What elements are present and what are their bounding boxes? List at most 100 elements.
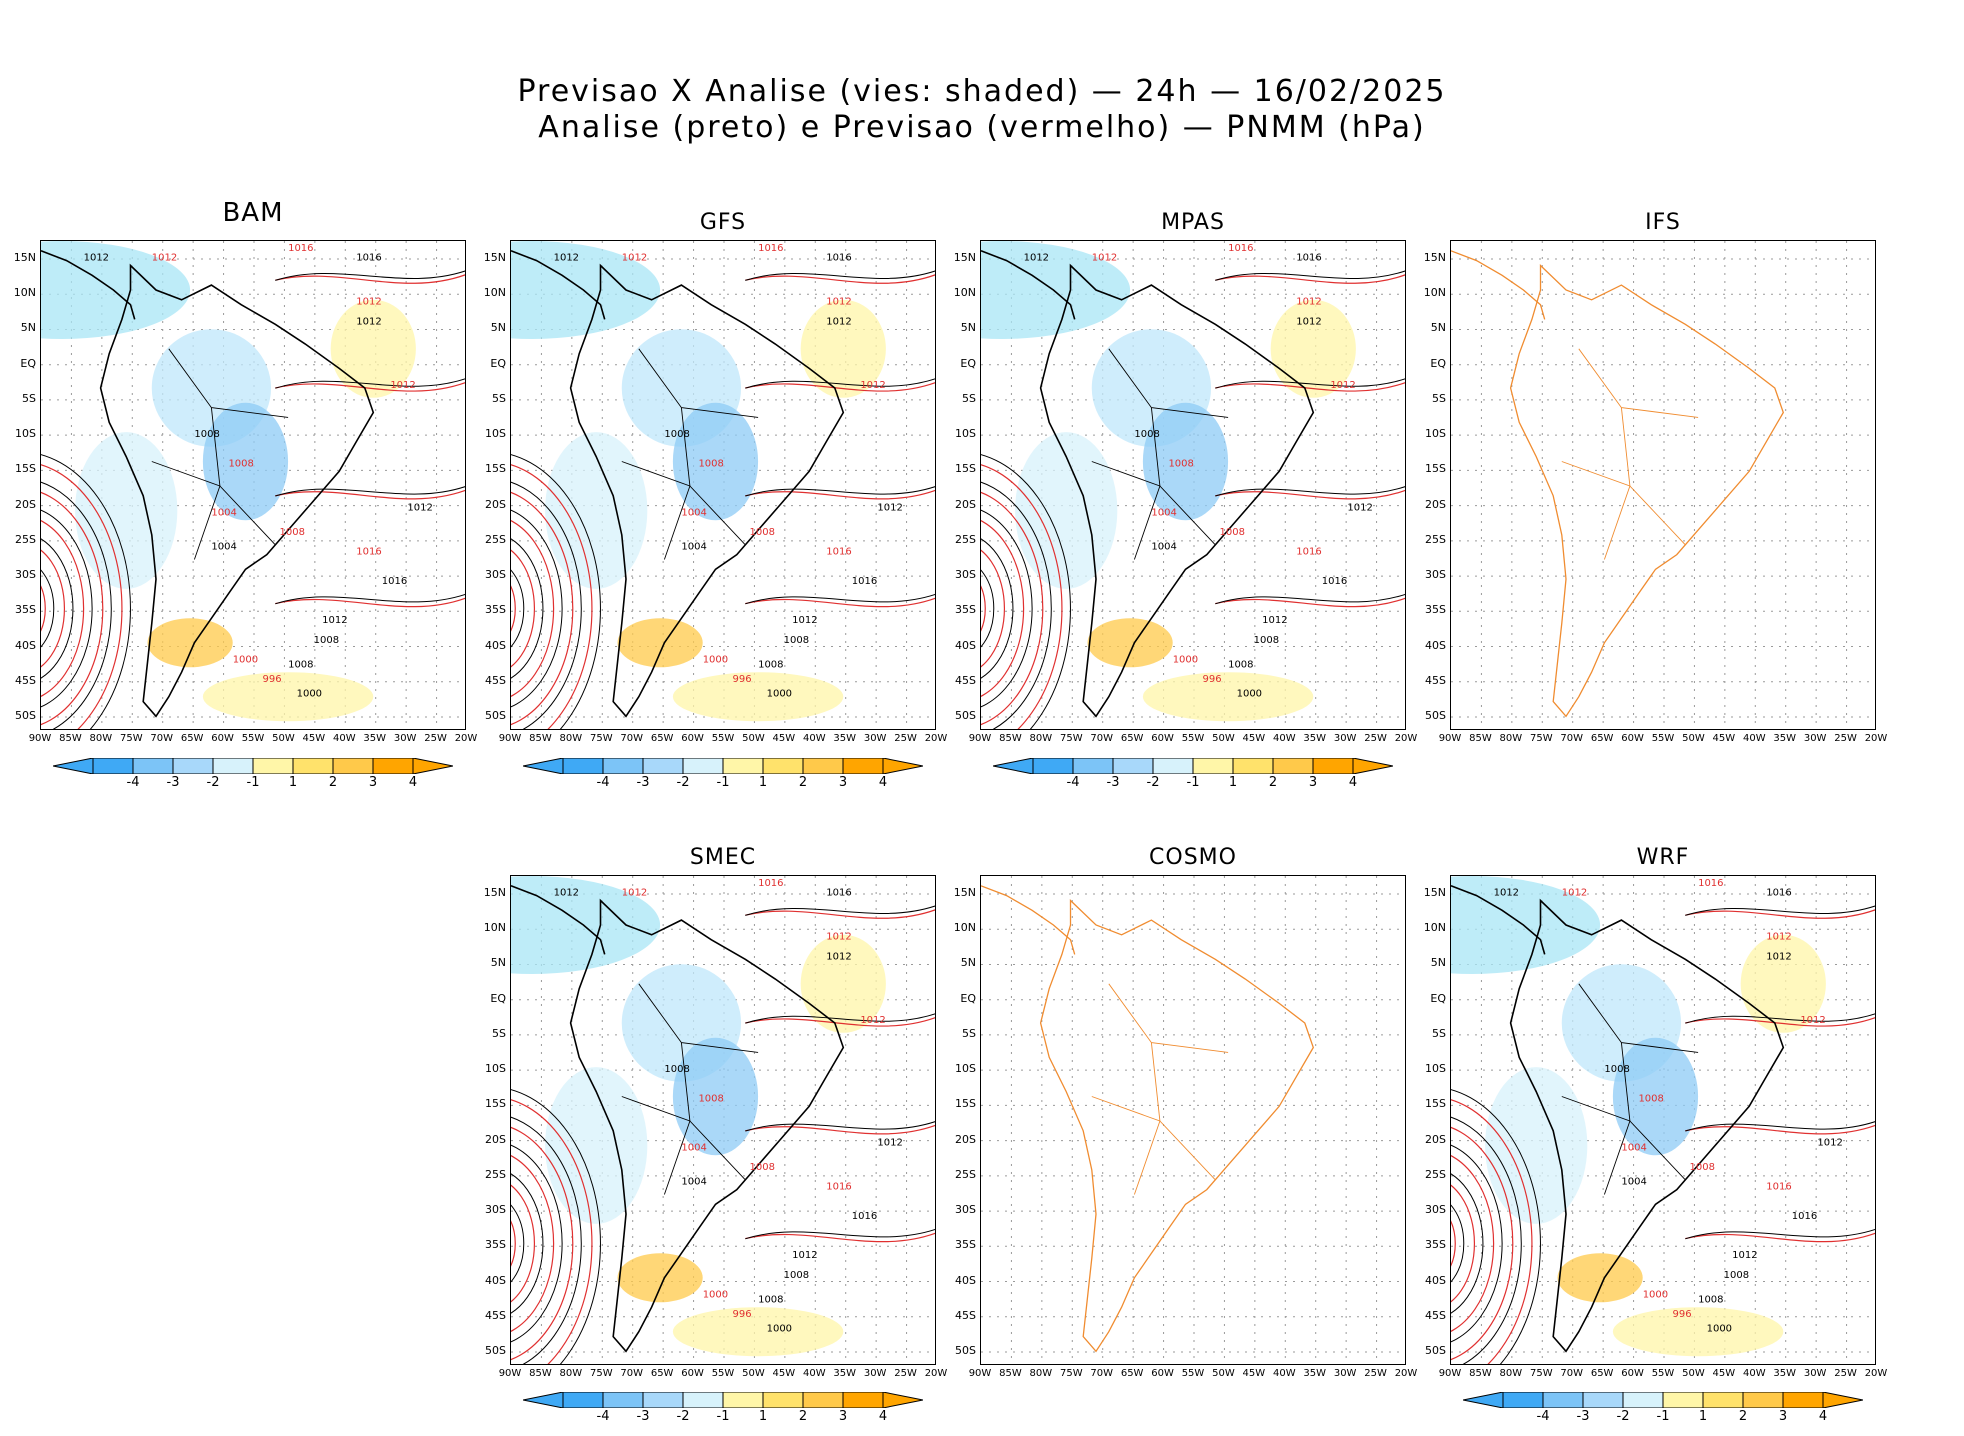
bias-shading-area: [41, 241, 191, 339]
lat-tick-label: 15S: [1425, 1097, 1446, 1111]
lon-tick-label: 50W: [1682, 1368, 1705, 1379]
forecast-contour-label: 1016: [356, 547, 381, 558]
lat-tick-label: 10S: [1425, 427, 1446, 441]
analysis-contour-label: 1004: [1621, 1177, 1646, 1188]
colorbar-segment: [1622, 1391, 1664, 1409]
lat-tick-label: 10S: [15, 427, 36, 441]
lat-tick-label: 45S: [485, 673, 506, 687]
forecast-isobar: [41, 585, 46, 632]
lon-tick-label: 25W: [1364, 733, 1387, 744]
country-border: [1603, 407, 1631, 560]
lon-tick-label: 80W: [1029, 1368, 1053, 1379]
lat-tick-label: 20S: [1425, 1132, 1446, 1146]
lat-tick-label: 30S: [1425, 568, 1446, 582]
analysis-contour-label: 1008: [1254, 635, 1279, 646]
analysis-contour-label: 1012: [1262, 615, 1287, 626]
colorbar-segment: [722, 1391, 764, 1409]
colorbar-segment: [1072, 757, 1114, 775]
map-wrf: 1012 1016 1012 1008 1012 1008 1004 1012 1016 1000…: [1450, 875, 1876, 1365]
map-gfs: 1012 1016 1012 1008 1012 1008 1004 1012 1016 1000…: [510, 240, 936, 730]
analysis-isobar: [745, 378, 935, 389]
lat-tick-label: 40S: [485, 1273, 506, 1287]
bias-shading-area: [617, 1253, 703, 1303]
bias-shading-area: [1015, 432, 1118, 589]
lon-tick-label: 65W: [650, 733, 674, 744]
lat-tick-label: 5N: [490, 321, 506, 335]
lon-tick-label: 70W: [150, 733, 174, 744]
analysis-contour-label: 1012: [826, 951, 851, 962]
lon-tick-label: 60W: [1621, 1368, 1644, 1379]
lat-tick-label: 50S: [1425, 1344, 1446, 1357]
forecast-contour-label: 1008: [1168, 458, 1193, 469]
forecast-isobar: [1685, 1124, 1875, 1135]
forecast-isobar: [745, 1232, 935, 1243]
analysis-isobar: [1451, 1204, 1465, 1283]
panel-title-cosmo: COSMO: [1149, 845, 1237, 870]
analysis-contour-label: 1004: [1151, 542, 1176, 553]
forecast-contour-label: 1000: [233, 654, 258, 665]
analysis-contour-label: 1000: [767, 689, 792, 700]
analysis-isobar: [1451, 1089, 1541, 1364]
analysis-isobar: [745, 905, 935, 916]
bias-shading-area: [545, 1067, 648, 1224]
forecast-contour-label: 1016: [288, 243, 313, 254]
lon-tick-label: 25W: [894, 1368, 917, 1379]
central-america-coastline: [511, 250, 606, 320]
analysis-isobar: [1451, 1144, 1503, 1343]
lon-tick-label: 40W: [1272, 733, 1296, 744]
forecast-isobar: [981, 549, 1006, 668]
colorbar-segment: [1232, 757, 1274, 775]
lat-tick-label: 10S: [955, 427, 976, 441]
forecast-contour-label: 996: [1203, 674, 1222, 685]
analysis-contour-label: 1016: [1322, 576, 1347, 587]
country-border: [663, 407, 691, 560]
analysis-isobar: [511, 454, 601, 729]
analysis-isobar: [1451, 1116, 1522, 1364]
map-canvas-bam: 1012 1016 1012 1008 1012 1008 1004 1012 1016 1000…: [41, 241, 465, 729]
colorbar-label: 2: [328, 775, 338, 790]
lon-tick-label: 90W: [498, 733, 522, 744]
analysis-contour-label: 1012: [84, 253, 109, 264]
colorbar-segment: [842, 757, 884, 775]
lat-tick-label: 20S: [485, 1132, 506, 1146]
lat-tick-label: 30S: [1425, 1203, 1446, 1217]
forecast-contour-label: 1008: [1690, 1162, 1715, 1173]
lon-tick-label: 20W: [924, 733, 948, 744]
lat-tick-label: EQ: [20, 356, 36, 370]
lat-tick-label: 30S: [485, 568, 506, 582]
analysis-contour-label: 1008: [1698, 1294, 1723, 1305]
lat-tick-label: 5S: [1432, 1026, 1446, 1040]
lon-tick-label: 65W: [1590, 733, 1614, 744]
lat-tick-label: 35S: [15, 603, 36, 617]
analysis-isobar: [275, 593, 465, 605]
analysis-contour-label: 1008: [288, 659, 313, 670]
lat-tick-label: 25S: [15, 532, 36, 546]
forecast-contour-label: 1000: [703, 654, 728, 665]
forecast-isobar: [1215, 274, 1405, 284]
analysis-isobar: [511, 569, 525, 648]
forecast-isobar: [745, 909, 935, 919]
lon-tick-label: 50W: [1212, 733, 1235, 744]
south-america-coastline: [569, 263, 845, 718]
country-border: [1578, 348, 1699, 418]
analysis-isobar: [1685, 1013, 1875, 1024]
lon-tick-label: 90W: [968, 1368, 992, 1379]
forecast-isobar: [1451, 1155, 1495, 1332]
colorbar-label: -4: [596, 775, 610, 790]
analysis-isobar: [1215, 593, 1405, 605]
lat-tick-label: 10S: [485, 1062, 506, 1076]
lon-tick-label: 75W: [1529, 733, 1553, 744]
lon-tick-label: 30W: [1803, 733, 1827, 744]
analysis-contour-label: 1016: [826, 253, 851, 264]
lat-tick-label: 30S: [15, 568, 36, 582]
analysis-contour-label: 1008: [1134, 429, 1159, 440]
forecast-isobar: [981, 585, 986, 632]
lon-tick-label: 65W: [1120, 733, 1144, 744]
forecast-contour-label: 1016: [758, 243, 783, 254]
analysis-isobar: [511, 1204, 525, 1283]
lat-tick-label: 5N: [960, 321, 976, 335]
lon-tick-label: 45W: [1242, 733, 1266, 744]
map-bam: 1012 1016 1012 1008 1012 1008 1004 1012 1016 1000…: [40, 240, 466, 730]
forecast-contour-label: 1012: [826, 932, 851, 943]
analysis-contour-label: 1016: [852, 1211, 877, 1222]
